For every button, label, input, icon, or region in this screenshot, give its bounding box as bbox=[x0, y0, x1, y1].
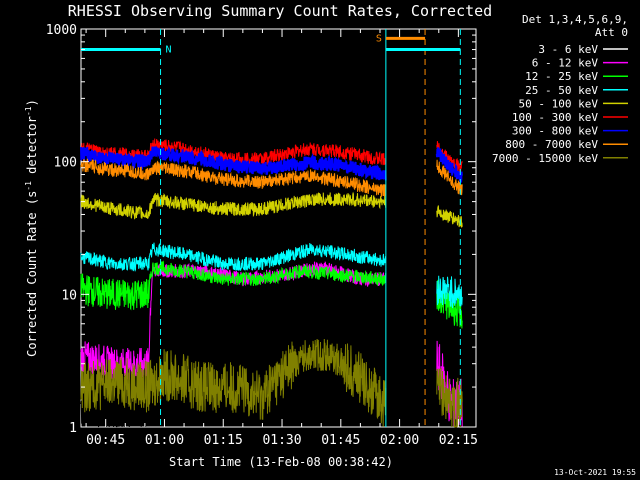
x-axis-ticks: 00:45 01:00 01:15 01:30 01:45 02:00 02:15 bbox=[85, 29, 478, 448]
y-tick-label: 1 bbox=[69, 421, 77, 436]
series-line bbox=[80, 242, 387, 272]
annotations-layer: NS bbox=[81, 29, 461, 427]
legend-entry-label: 7000 - 15000 keV bbox=[492, 152, 598, 165]
series-line bbox=[80, 138, 387, 167]
annotation-label: S bbox=[376, 33, 382, 44]
series-line bbox=[80, 191, 387, 220]
series-line bbox=[80, 145, 387, 181]
x-tick-label: 02:15 bbox=[439, 433, 478, 448]
x-tick-label: 01:00 bbox=[145, 433, 184, 448]
legend-entry-label: 12 - 25 keV bbox=[525, 70, 598, 83]
x-tick-label: 01:45 bbox=[321, 433, 360, 448]
series-line bbox=[80, 158, 387, 198]
series-layer bbox=[80, 138, 463, 428]
series-line bbox=[80, 260, 387, 311]
series-line bbox=[435, 147, 463, 183]
series-3-6-kev bbox=[80, 286, 463, 428]
legend-header-line1: Det 1,3,4,5,6,9, bbox=[522, 13, 628, 26]
legend-entry-label: 300 - 800 keV bbox=[512, 125, 598, 138]
y-axis-label-end: ) bbox=[25, 99, 39, 106]
x-tick-label: 01:15 bbox=[204, 433, 243, 448]
y-axis-label-start: Corrected Count Rate (s bbox=[25, 191, 39, 357]
series-50-100-kev bbox=[80, 191, 463, 228]
legend-entry-label: 800 - 7000 keV bbox=[505, 138, 598, 151]
y-axis-label-sup1: -1 bbox=[24, 181, 33, 191]
footer-timestamp: 13-Oct-2021 19:55 bbox=[554, 468, 636, 477]
annotation-label: N bbox=[166, 45, 172, 56]
legend-entry-label: 100 - 300 keV bbox=[512, 111, 598, 124]
legend-entry-label: 25 - 50 keV bbox=[525, 84, 598, 97]
y-axis-label-sup2: -1 bbox=[24, 106, 33, 116]
legend-entry-label: 6 - 12 keV bbox=[532, 57, 599, 70]
plot-frame bbox=[80, 28, 477, 428]
series-line bbox=[436, 367, 463, 428]
y-axis-ticks: 1 10 100 1000 bbox=[46, 23, 476, 436]
series-line bbox=[436, 275, 463, 309]
series-line bbox=[436, 159, 463, 196]
series-line bbox=[80, 338, 387, 427]
series-7000-15000-kev bbox=[80, 338, 463, 428]
series-800-7000-kev bbox=[80, 158, 463, 198]
y-axis-label-mid: detector bbox=[25, 116, 39, 181]
series-25-50-kev bbox=[80, 242, 463, 309]
y-tick-label: 10 bbox=[61, 288, 77, 303]
y-tick-label: 1000 bbox=[46, 23, 77, 38]
y-axis-label: Corrected Count Rate (s-1 detector-1) bbox=[24, 99, 39, 357]
x-axis-label: Start Time (13-Feb-08 00:38:42) bbox=[169, 455, 393, 469]
legend-entry-label: 50 - 100 keV bbox=[519, 97, 599, 110]
plot-area: NS 00:45 01:00 01:15 01:30 01:45 02:00 02:15 1… bbox=[46, 23, 478, 448]
series-line bbox=[436, 205, 463, 228]
x-tick-label: 02:00 bbox=[380, 433, 419, 448]
series-line bbox=[80, 286, 387, 428]
legend-header-line2: Att 0 bbox=[595, 26, 628, 39]
legend-entry-label: 3 - 6 keV bbox=[538, 43, 598, 56]
x-tick-label: 00:45 bbox=[86, 433, 125, 448]
x-tick-label: 01:30 bbox=[262, 433, 301, 448]
chart-title: RHESSI Observing Summary Count Rates, Co… bbox=[68, 2, 492, 20]
series-line bbox=[436, 318, 463, 351]
y-tick-label: 100 bbox=[54, 156, 77, 171]
series-300-800-kev bbox=[80, 145, 463, 183]
